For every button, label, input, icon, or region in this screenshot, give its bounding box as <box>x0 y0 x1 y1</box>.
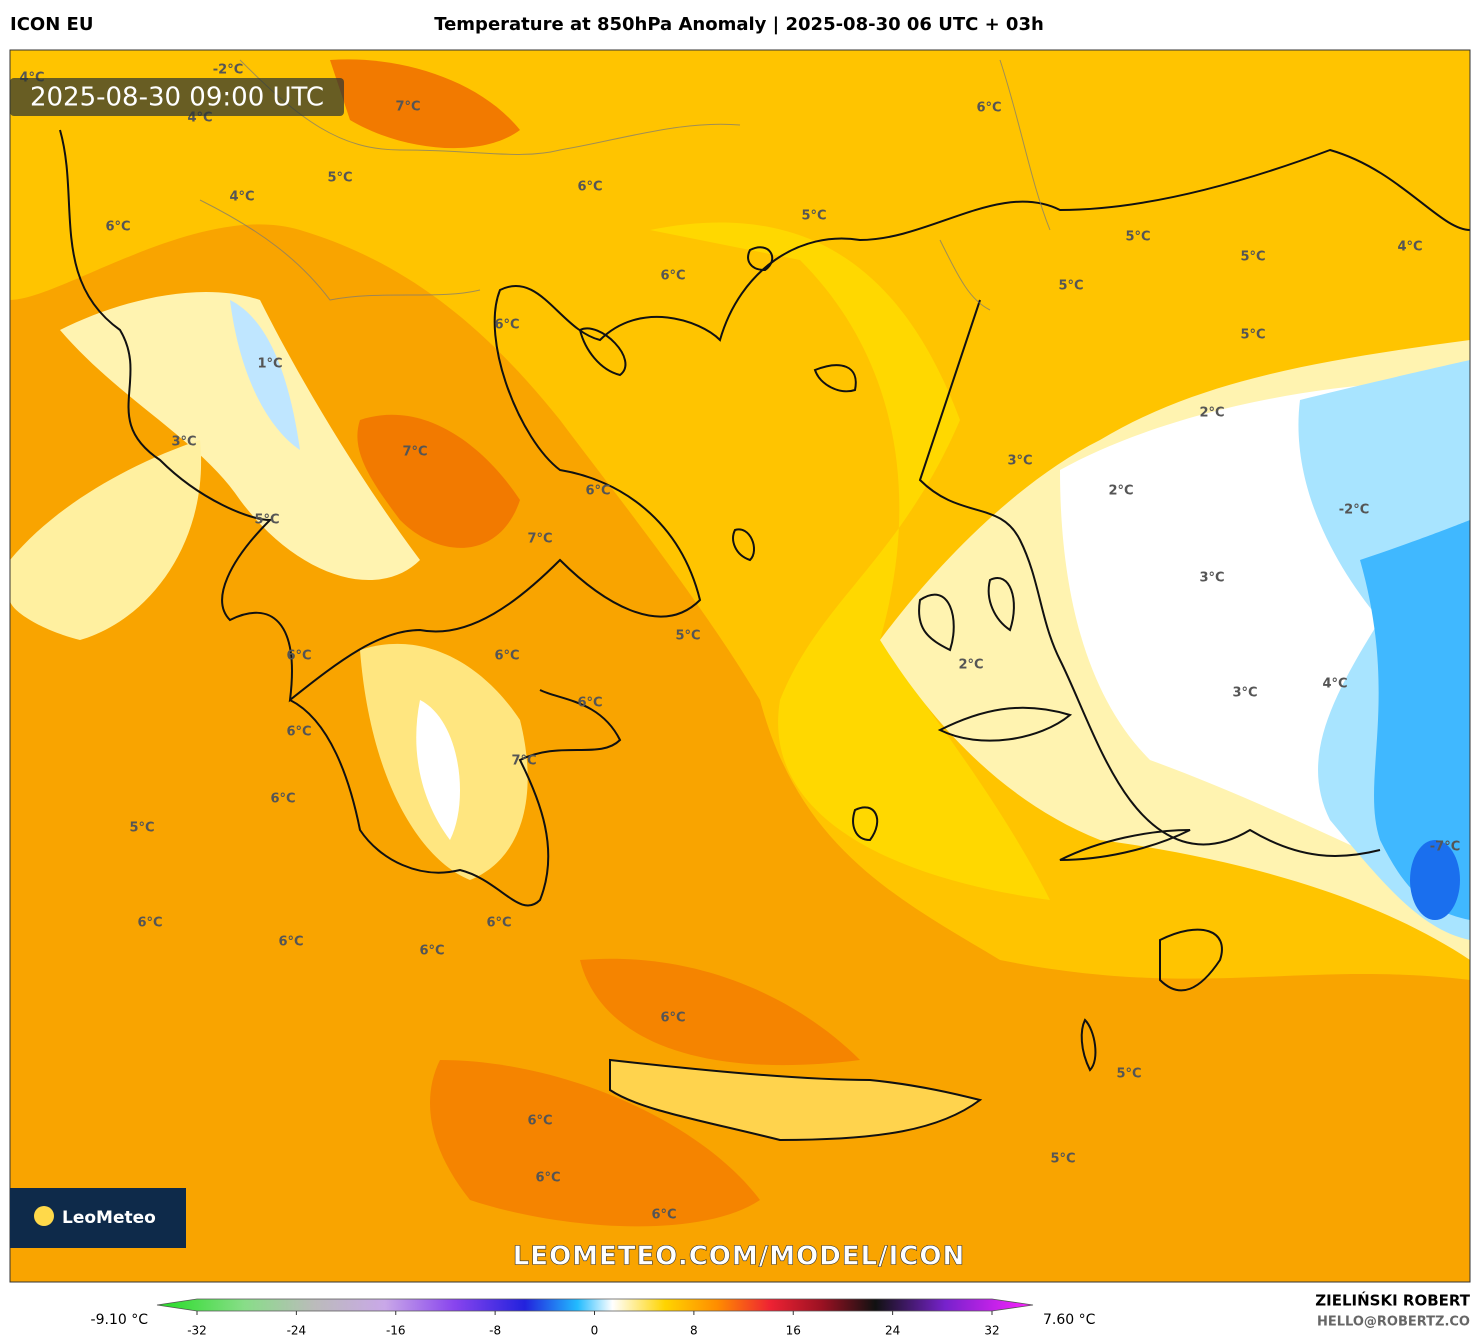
watermark: LEOMETEO.COM/MODEL/ICON <box>513 1242 966 1272</box>
island <box>609 1058 983 1142</box>
map-label: 1°C <box>257 357 282 372</box>
author: ZIELIŃSKI ROBERT <box>1315 1291 1470 1310</box>
zone <box>1410 840 1460 920</box>
logo-sun <box>34 1206 54 1226</box>
colorbar-tick-label: 8 <box>690 1324 698 1338</box>
map-label: 5°C <box>675 629 700 644</box>
map-frame <box>9 49 1471 1283</box>
map-label: 7°C <box>511 754 536 769</box>
map-label: 6°C <box>286 649 311 664</box>
map-label: 5°C <box>1240 250 1265 265</box>
map-label: 3°C <box>1232 686 1257 701</box>
map-label: 3°C <box>1007 454 1032 469</box>
map-label: 4°C <box>229 190 254 205</box>
zone <box>416 700 460 840</box>
colorbar-min: -9.10 °C <box>91 1312 149 1328</box>
map-label: 6°C <box>270 792 295 807</box>
map-label: 2°C <box>958 658 983 673</box>
map-label: 6°C <box>577 180 602 195</box>
map-label: 6°C <box>660 269 685 284</box>
map-label: 5°C <box>1116 1067 1141 1082</box>
map-label: 6°C <box>137 916 162 931</box>
map-label: 6°C <box>105 220 130 235</box>
map: -2°C4°C7°C6°C4°C5°C6°C4°C5°C6°C5°C5°C4°C… <box>10 50 1470 1282</box>
map-label: 4°C <box>1322 677 1347 692</box>
timestamp-box <box>10 78 344 116</box>
zone <box>650 222 1050 901</box>
map-label: 6°C <box>419 944 444 959</box>
map-label: 6°C <box>535 1171 560 1186</box>
map-label: 5°C <box>801 209 826 224</box>
map-label: -2°C <box>1339 503 1369 518</box>
map-label: 5°C <box>1240 328 1265 343</box>
map-label: 7°C <box>527 532 552 547</box>
map-label: 2°C <box>1199 406 1224 421</box>
colorbar-tick-label: -32 <box>187 1324 207 1338</box>
zone <box>60 291 420 580</box>
map-label: 6°C <box>585 484 610 499</box>
colorbar-tick-label: 16 <box>786 1324 801 1338</box>
colorbar-max: 7.60 °C <box>1043 1312 1096 1328</box>
zone <box>10 440 202 640</box>
colorbar-tick-label: 0 <box>591 1324 599 1338</box>
map-label: 5°C <box>1050 1152 1075 1167</box>
colorbar-tick-label: -16 <box>386 1324 406 1338</box>
map-label: 5°C <box>327 171 352 186</box>
colorbar-tick-label: -8 <box>489 1324 501 1338</box>
map-label: 5°C <box>1058 279 1083 294</box>
zone <box>230 300 300 450</box>
map-label: 2°C <box>1108 484 1133 499</box>
map-label: 4°C <box>1397 240 1422 255</box>
zone <box>357 414 520 548</box>
colorbar-tick-label: 24 <box>885 1324 900 1338</box>
map-label: -2°C <box>213 63 243 78</box>
coastlines <box>59 129 1470 1072</box>
logo: LeoMeteo <box>62 1208 156 1228</box>
map-label: 6°C <box>278 935 303 950</box>
map-label: 6°C <box>486 916 511 931</box>
map-label: 5°C <box>129 821 154 836</box>
map-label: 6°C <box>494 649 519 664</box>
map-label: 6°C <box>527 1114 552 1129</box>
zone <box>330 59 520 149</box>
colorbar-ticks: -32 -24 -16 -8 0 8 16 24 32 <box>187 1311 1000 1338</box>
map-label: -7°C <box>1430 840 1460 855</box>
zone <box>580 958 860 1066</box>
zone <box>430 1060 760 1227</box>
map-label: 6°C <box>286 725 311 740</box>
timestamp: 2025-08-30 09:00 UTC <box>30 83 324 113</box>
map-label: 5°C <box>254 513 279 528</box>
map-label: 7°C <box>395 100 420 115</box>
colorbar-tick-label: 32 <box>984 1324 999 1338</box>
map-label: 6°C <box>577 696 602 711</box>
model-name: ICON EU <box>10 14 93 35</box>
map-label: 6°C <box>660 1011 685 1026</box>
map-title: Temperature at 850hPa Anomaly | 2025-08-… <box>434 14 1044 35</box>
map-label: 3°C <box>1199 571 1224 586</box>
map-label: 7°C <box>402 445 427 460</box>
email: HELLO@ROBERTZ.CO <box>1317 1315 1470 1330</box>
map-label: 6°C <box>494 318 519 333</box>
map-label: 6°C <box>976 101 1001 116</box>
map-label: 5°C <box>1125 230 1150 245</box>
zone <box>1360 520 1470 920</box>
map-label: 3°C <box>171 435 196 450</box>
colorbar-tick-label: -24 <box>287 1324 307 1338</box>
map-label: 6°C <box>651 1208 676 1223</box>
colorbar <box>156 1298 1034 1312</box>
borders <box>199 59 1051 311</box>
